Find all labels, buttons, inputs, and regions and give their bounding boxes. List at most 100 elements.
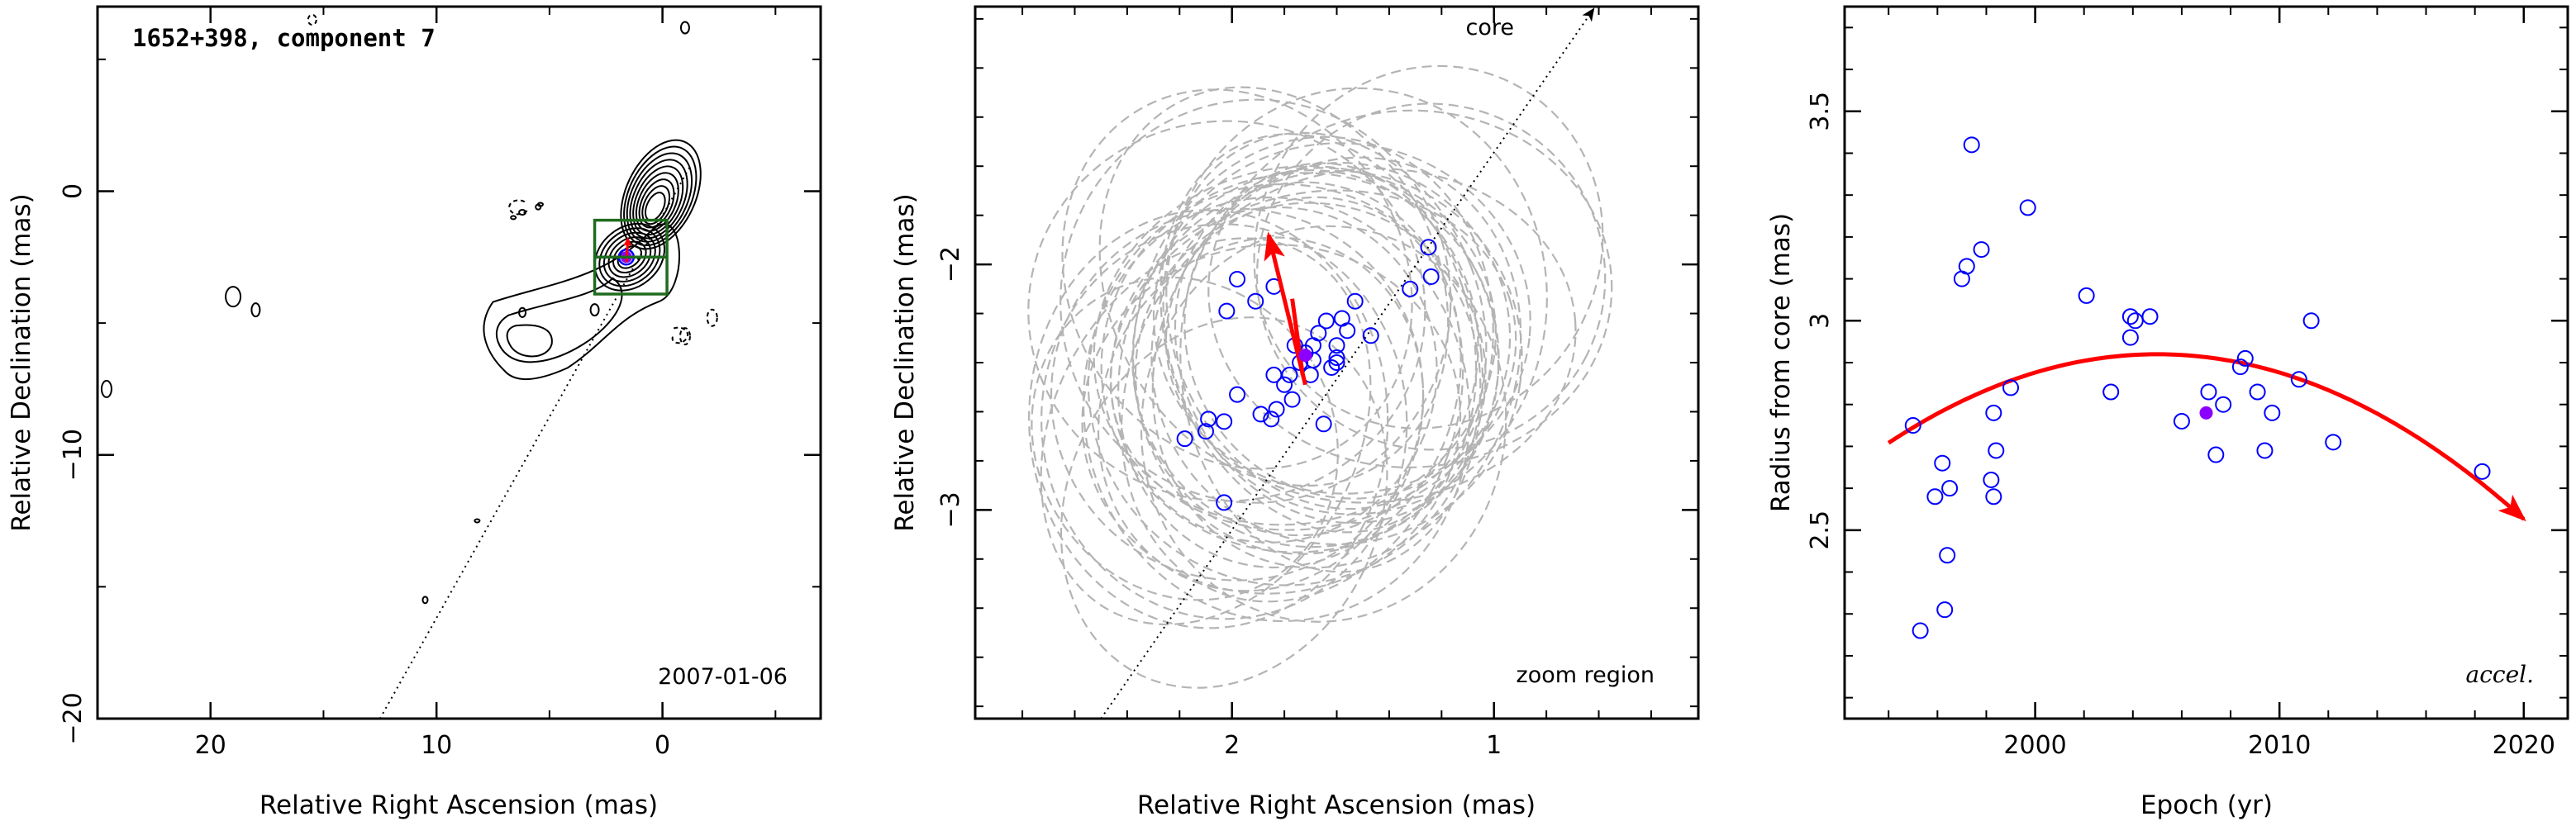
position-point	[1422, 268, 1440, 285]
uncertainty-ellipse	[1059, 316, 1388, 689]
contour-line	[506, 324, 553, 358]
uncertainty-ellipse	[1082, 196, 1471, 623]
radius-point	[1912, 622, 1929, 639]
radius-point	[1985, 404, 2002, 421]
contour-line	[626, 152, 693, 243]
y-tick-label: −2	[936, 246, 965, 282]
contour-line	[612, 240, 647, 274]
position-point	[1218, 302, 1236, 320]
radius-point	[2207, 446, 2225, 463]
position-point	[1247, 292, 1264, 310]
contour-line	[225, 286, 242, 308]
position-point	[1420, 239, 1437, 256]
contour-line	[100, 379, 112, 398]
contour-line	[593, 222, 666, 292]
core-direction-line	[1100, 7, 1595, 719]
contour-line	[629, 159, 688, 240]
radius-point	[1934, 454, 1951, 472]
uncertainty-ellipse	[1040, 237, 1372, 626]
uncertainty-ellipse	[1117, 181, 1462, 569]
contour-line	[510, 215, 517, 221]
uncertainty-ellipse	[1207, 109, 1613, 468]
uncertainty-ellipse	[1087, 183, 1482, 586]
panel-3-xlabel: Epoch (yr)	[2140, 790, 2273, 820]
contour-line	[307, 13, 317, 26]
component-positions	[1176, 239, 1440, 511]
contour-line	[421, 596, 429, 605]
position-point	[1268, 401, 1285, 418]
contour-line	[598, 227, 661, 287]
panel-3-ticks: 2000 2010 2020 2.5 3 3.5	[1806, 7, 2568, 760]
radius-point	[2102, 383, 2120, 401]
radius-point	[1988, 442, 2005, 459]
contour-line	[589, 303, 600, 317]
position-point	[1328, 354, 1345, 371]
radius-point	[2078, 287, 2095, 304]
uncertainty-ellipse	[1132, 135, 1494, 555]
radius-point	[1941, 480, 1959, 497]
contour-line	[602, 231, 656, 282]
y-tick-label: 0	[59, 183, 88, 199]
uncertainty-ellipse	[1028, 209, 1389, 629]
position-point	[1197, 423, 1214, 440]
y-tick-label: 2.5	[1806, 510, 1835, 550]
panel-1-ticks: 20 10 0 0 −10 −20	[59, 7, 821, 760]
position-point	[1362, 327, 1379, 344]
uncertainty-ellipses	[1027, 64, 1613, 689]
uncertainty-ellipse	[1159, 133, 1478, 534]
contour-line	[679, 327, 691, 346]
uncertainty-ellipse	[1179, 162, 1484, 573]
position-point	[1229, 270, 1246, 287]
position-point	[1281, 366, 1298, 383]
y-tick-label: 3.5	[1806, 92, 1835, 131]
uncertainty-ellipse	[1150, 169, 1523, 546]
x-tick-label: 20	[195, 731, 226, 760]
radius-point	[2302, 312, 2320, 330]
y-tick-label: −10	[59, 429, 88, 481]
contour-line	[474, 518, 481, 524]
uncertainty-ellipse	[1255, 102, 1607, 451]
radius-point	[2474, 463, 2491, 480]
panel-3-plot-area	[1887, 136, 2526, 639]
uncertainty-ellipse	[1253, 64, 1604, 430]
core-direction-line	[379, 167, 691, 719]
contour-line	[706, 308, 718, 327]
contour-line	[518, 306, 527, 318]
contour-line	[635, 172, 679, 232]
radius-point	[2231, 358, 2249, 376]
position-point	[1216, 494, 1233, 511]
position-point	[1283, 391, 1301, 408]
contour-line	[508, 199, 529, 216]
panel-3-ylabel: Radius from core (mas)	[1766, 213, 1796, 512]
motion-vector-arrow	[1264, 231, 1307, 386]
radius-point	[1904, 417, 1921, 434]
uncertainty-ellipse	[1059, 98, 1452, 504]
contour-line	[495, 277, 623, 363]
panel-2-core-label: core	[1466, 15, 1514, 40]
panel-2-xlabel: Relative Right Ascension (mas)	[1137, 790, 1536, 820]
radius-point	[2200, 383, 2217, 401]
radius-point	[2290, 371, 2307, 388]
position-point	[1323, 358, 1340, 376]
uncertainty-ellipse	[1164, 167, 1577, 504]
uncertainty-ellipse	[1040, 223, 1408, 620]
contour-line	[607, 236, 652, 278]
current-epoch-marker	[1298, 349, 1312, 363]
radius-point	[2325, 434, 2342, 451]
position-point	[1276, 376, 1293, 393]
y-tick-label: −20	[59, 692, 88, 744]
radius-point	[2002, 379, 2020, 396]
y-tick-label: −3	[936, 491, 965, 528]
radius-point	[1926, 488, 1944, 506]
contour-line	[250, 302, 261, 318]
radius-point	[2121, 308, 2139, 325]
position-point	[1402, 280, 1419, 297]
radius-point	[1985, 488, 2002, 506]
uncertainty-ellipse	[1110, 206, 1438, 544]
position-point	[1346, 292, 1364, 310]
radius-point	[1973, 241, 1990, 259]
contour-line	[483, 223, 680, 380]
x-tick-label: 0	[655, 731, 670, 760]
panel-1-title: 1652+398, component 7	[132, 24, 436, 52]
position-point	[1328, 349, 1345, 367]
